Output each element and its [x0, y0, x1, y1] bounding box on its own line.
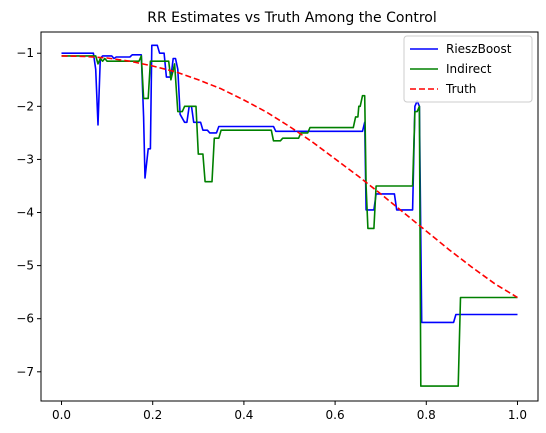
- series-layer: [61, 44, 518, 387]
- legend-label: Indirect: [446, 62, 492, 76]
- legend-box: [403, 35, 533, 103]
- y-tick-label: −5: [16, 259, 34, 273]
- y-tick-label: −6: [16, 312, 34, 326]
- x-tick-label: 0.6: [326, 408, 345, 422]
- legend-label: Truth: [445, 82, 476, 96]
- y-axis: −1 −2 −3 −4 −5 −6 −7: [16, 46, 41, 379]
- y-tick-label: −3: [16, 152, 34, 166]
- x-tick-label: 0.0: [52, 408, 71, 422]
- legend: RieszBoost Indirect Truth: [403, 35, 533, 103]
- x-tick-label: 0.2: [143, 408, 162, 422]
- y-tick-label: −2: [16, 99, 34, 113]
- legend-label: RieszBoost: [446, 42, 512, 56]
- y-tick-label: −1: [16, 46, 34, 60]
- plot-frame: [40, 31, 539, 402]
- x-tick-label: 0.4: [234, 408, 253, 422]
- series-line-indirect: [61, 55, 518, 387]
- x-tick-label: 1.0: [508, 408, 527, 422]
- y-tick-label: −4: [16, 206, 34, 220]
- series-line-truth: [61, 55, 518, 299]
- chart-title: RR Estimates vs Truth Among the Control: [147, 10, 436, 26]
- x-axis: 0.0 0.2 0.4 0.6 0.8 1.0: [52, 401, 527, 422]
- y-tick-label: −7: [16, 365, 34, 379]
- x-tick-label: 0.8: [417, 408, 436, 422]
- series-line-rieszboost: [61, 44, 518, 324]
